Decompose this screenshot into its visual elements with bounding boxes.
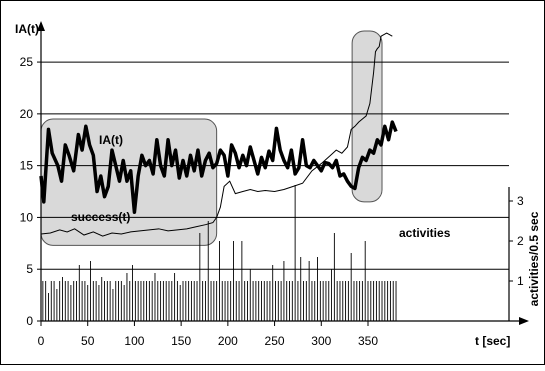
x-tick-label-1: 50 xyxy=(81,334,95,348)
x-tick-label-5: 250 xyxy=(265,334,285,348)
axes xyxy=(37,21,529,326)
series-ia xyxy=(39,120,398,214)
tick-labels: 0 50 100 150 200 250 300 350 0 5 10 15 20 25 1 2 3 xyxy=(20,55,524,348)
y2-axis-label: activities/0.5 sec xyxy=(527,211,541,306)
annotation-success: success(t) xyxy=(71,210,130,224)
y2-tick-label-2: 3 xyxy=(517,194,524,208)
x-tick-label-3: 150 xyxy=(171,334,191,348)
highlight-box-1 xyxy=(351,30,383,203)
x-tick-label-7: 350 xyxy=(358,334,378,348)
y-tick-label-3: 15 xyxy=(20,159,34,173)
x-tick-label-2: 100 xyxy=(124,334,144,348)
y-axis-arrow xyxy=(37,21,45,31)
y2-tick-label-1: 2 xyxy=(517,234,524,248)
annotation-ia: IA(t) xyxy=(99,133,123,147)
y-tick-label-0: 0 xyxy=(26,314,33,328)
x-tick-label-6: 300 xyxy=(311,334,331,348)
x-tick-label-4: 200 xyxy=(218,334,238,348)
highlight-boxes xyxy=(40,30,383,246)
grid-lines xyxy=(41,61,509,270)
x-tick-label-0: 0 xyxy=(38,334,45,348)
series-activities xyxy=(42,185,397,321)
highlight-box-0 xyxy=(40,118,218,246)
y2-tick-label-0: 1 xyxy=(517,274,524,288)
success-line xyxy=(40,32,393,237)
x-axis-arrow xyxy=(519,317,529,325)
annotation-activities: activities xyxy=(399,226,451,240)
x-axis-label: t [sec] xyxy=(475,334,510,348)
y-tick-label-2: 10 xyxy=(20,210,34,224)
y-tick-label-5: 25 xyxy=(20,55,34,69)
y-tick-label-1: 5 xyxy=(26,262,33,276)
ia-line xyxy=(39,120,398,214)
y-tick-label-4: 20 xyxy=(20,107,34,121)
y-axis-label: IA(t) xyxy=(15,22,39,36)
series-success xyxy=(40,32,393,237)
